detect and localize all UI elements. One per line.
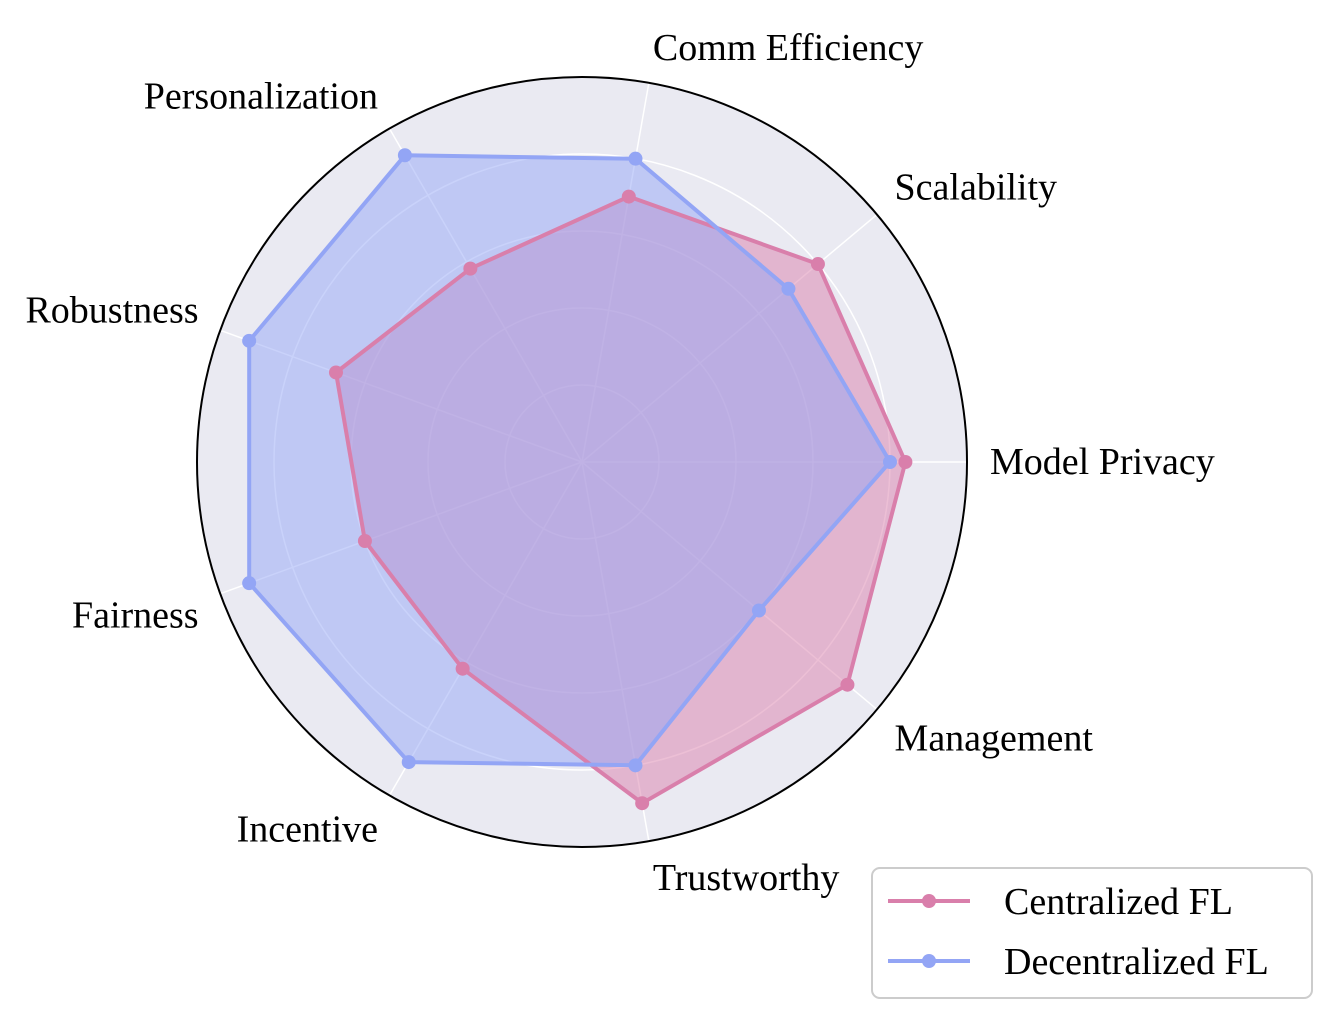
data-point xyxy=(242,333,257,348)
data-point xyxy=(635,796,650,811)
axis-label: Model Privacy xyxy=(990,441,1215,483)
data-point xyxy=(628,151,643,166)
axis-label: Comm Efficiency xyxy=(653,27,924,69)
axis-label: Trustworthy xyxy=(653,857,840,899)
data-point xyxy=(751,603,766,618)
legend-marker-centralized xyxy=(922,894,936,908)
series-lines xyxy=(247,153,908,806)
data-point xyxy=(840,677,855,692)
series-fills xyxy=(249,155,906,804)
series-line-1 xyxy=(247,153,892,768)
legend-label-decentralized: Decentralized FL xyxy=(1004,941,1269,983)
axis-label: Incentive xyxy=(237,808,378,850)
axis-label: Fairness xyxy=(72,595,199,637)
data-point xyxy=(621,189,636,204)
data-point xyxy=(242,576,257,591)
data-point xyxy=(357,534,372,549)
data-point xyxy=(397,148,412,163)
series-area-1 xyxy=(249,155,890,766)
legend-marker-decentralized xyxy=(922,954,936,968)
axis-label: Robustness xyxy=(25,289,198,331)
data-point xyxy=(898,455,913,469)
outer-frame xyxy=(196,76,968,848)
axis-label: Management xyxy=(895,717,1094,759)
series-line-0 xyxy=(334,194,908,806)
axis-label: Scalability xyxy=(895,167,1058,209)
series-points xyxy=(242,148,913,811)
data-point xyxy=(810,257,825,272)
data-point xyxy=(455,661,470,676)
data-point xyxy=(463,261,478,276)
data-point xyxy=(628,758,643,773)
axis-label: Personalization xyxy=(144,76,378,118)
legend: Centralized FL Decentralized FL xyxy=(871,867,1313,999)
data-point xyxy=(781,281,796,296)
data-point xyxy=(401,755,416,770)
legend-label-centralized: Centralized FL xyxy=(1004,881,1233,923)
axis-labels: Model Privacy Scalability Comm Efficiency P… xyxy=(25,27,1214,899)
data-point xyxy=(883,455,897,469)
legend-box xyxy=(871,867,1313,999)
data-point xyxy=(328,365,343,380)
